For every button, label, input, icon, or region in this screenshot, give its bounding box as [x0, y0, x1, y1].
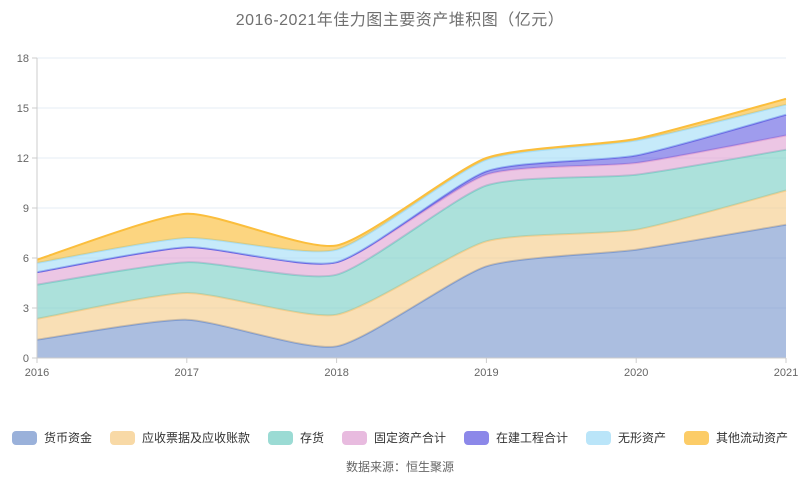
area-series-6 [37, 98, 786, 263]
legend-label: 其他流动资产 [716, 431, 789, 445]
y-axis-label: 6 [23, 253, 29, 265]
legend-label: 无形资产 [618, 431, 667, 445]
x-axis-label: 2019 [474, 367, 498, 379]
legend-label: 在建工程合计 [496, 431, 569, 445]
legend-swatch [267, 430, 293, 445]
y-axis-label: 9 [23, 203, 29, 215]
x-axis-label: 2016 [25, 367, 49, 379]
area-series-2 [37, 149, 786, 319]
y-axis-label: 15 [17, 103, 29, 115]
legend-label: 货币资金 [43, 431, 92, 445]
legend-swatch [341, 430, 367, 445]
legend-swatch [684, 430, 710, 445]
legend-item-5[interactable]: 无形资产 [586, 429, 666, 446]
area-series-1 [37, 190, 786, 347]
x-axis-label: 2018 [324, 367, 348, 379]
area-series-5 [37, 104, 786, 273]
area-series-3 [37, 135, 786, 285]
legend-item-4[interactable]: 在建工程合计 [464, 429, 568, 446]
legend-swatch [109, 430, 135, 445]
y-axis-label: 18 [17, 53, 29, 65]
data-source: 数据来源：恒生聚源 [345, 460, 454, 474]
x-axis-label: 2021 [774, 367, 798, 379]
y-axis-label: 0 [23, 353, 29, 365]
legend-swatch [586, 430, 612, 445]
x-axis-label: 2020 [624, 367, 648, 379]
legend-swatch [464, 430, 489, 445]
legend-label: 存货 [299, 431, 324, 445]
legend-label: 应收票据及应收账款 [141, 431, 250, 445]
chart-title: 2016-2021年佳力图主要资产堆积图（亿元） [235, 12, 565, 29]
legend: 货币资金 应收票据及应收账款 存货 固定资产合计 在建工程合计 无形资产 其他流动资产 [0, 429, 800, 446]
stacked-area-chart: 0 3 6 9 12 15 18 2016 2017 2018 2019 2020 2021 [17, 53, 798, 379]
legend-label: 固定资产合计 [373, 431, 446, 445]
area-series-0 [37, 224, 786, 358]
x-axis-label: 2017 [175, 367, 199, 379]
legend-swatch [11, 430, 37, 445]
y-axis-label: 12 [17, 153, 29, 165]
legend-item-1[interactable]: 应收票据及应收账款 [109, 429, 250, 446]
y-axis-label: 3 [23, 303, 29, 315]
line-series-6 [36, 97, 787, 261]
legend-item-3[interactable]: 固定资产合计 [341, 429, 446, 446]
legend-item-6[interactable]: 其他流动资产 [684, 429, 788, 446]
legend-item-2[interactable]: 存货 [267, 429, 324, 446]
legend-item-0[interactable]: 货币资金 [11, 429, 92, 446]
